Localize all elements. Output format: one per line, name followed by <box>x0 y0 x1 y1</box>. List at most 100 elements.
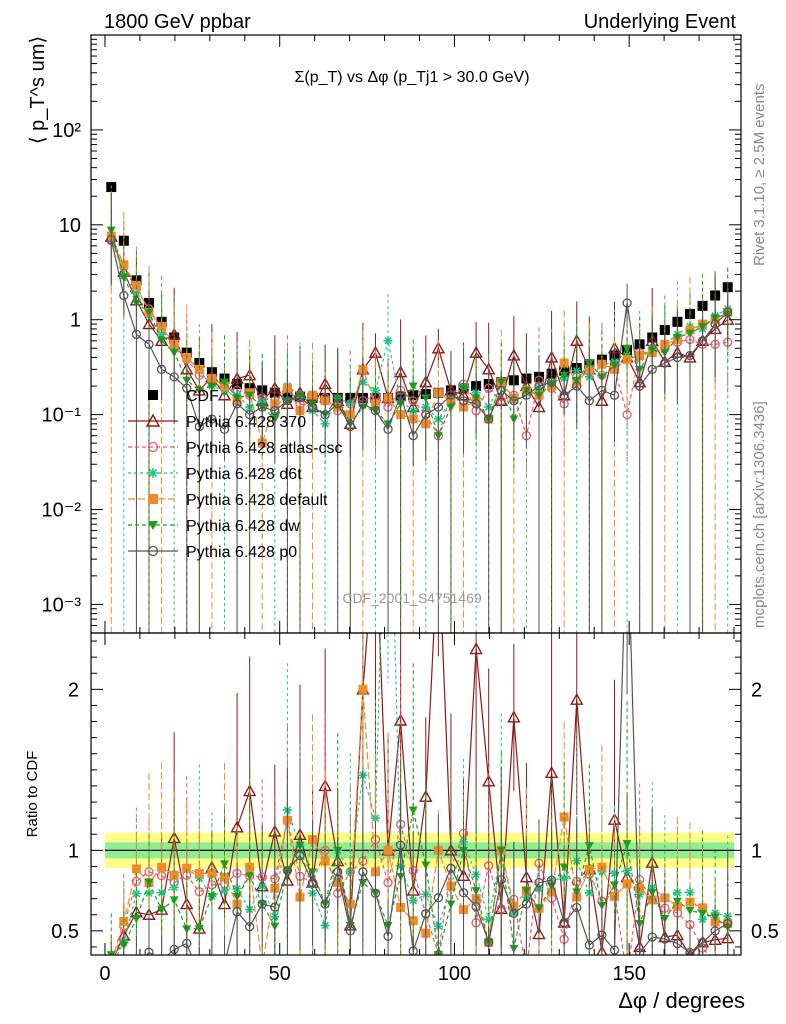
data-point <box>521 390 532 400</box>
ratio-point <box>195 973 203 981</box>
legend-item: Pythia 6.428 370 <box>128 413 306 431</box>
ratio-point <box>522 967 530 975</box>
data-point <box>660 358 670 368</box>
legend-label: Pythia 6.428 atlas-csc <box>186 440 343 457</box>
ratio-series-6 <box>123 633 733 981</box>
ratio-point <box>559 917 569 928</box>
y-tick-label: 1 <box>68 840 79 862</box>
data-point <box>219 378 229 387</box>
data-point <box>672 352 683 363</box>
legend-item: Pythia 6.428 p0 <box>128 544 297 561</box>
main-panel-series <box>104 182 735 633</box>
ratio-point <box>471 902 481 912</box>
ratio-point <box>169 944 179 955</box>
ratio-point <box>282 865 293 876</box>
x-tick-label: 100 <box>438 963 471 985</box>
ratio-point <box>169 896 179 905</box>
series-6 <box>106 192 733 633</box>
data-point <box>157 321 167 331</box>
data-point <box>507 348 521 361</box>
ratio-point <box>482 774 496 787</box>
data-point <box>320 409 330 420</box>
data-point <box>697 336 708 346</box>
series-line <box>110 239 729 438</box>
ratio-point <box>635 948 645 955</box>
ratio-point <box>433 893 444 903</box>
data-point <box>509 396 519 406</box>
ratio-point <box>597 930 607 940</box>
header-left: 1800 GeV ppbar <box>104 11 251 33</box>
data-point <box>307 402 318 412</box>
legend-label: Pythia 6.428 p0 <box>186 544 297 561</box>
ratio-point <box>710 926 720 936</box>
x-axis-label: Δφ / degrees <box>618 988 745 1013</box>
data-point <box>710 319 720 329</box>
ratio-point <box>559 863 569 872</box>
legend-label: Pythia 6.428 370 <box>186 414 306 431</box>
y-axis-label-main: ⟨ p_T^s um⟩ <box>27 36 49 144</box>
y-tick-label-right: 0.5 <box>751 921 779 943</box>
y-tick-label: 10² <box>52 120 81 142</box>
y-axis-label-ratio: Ratio to CDF <box>24 751 41 838</box>
ratio-panel-axes: 0.5 0.5 1 1 2 2 0 50 100 150 <box>51 632 779 985</box>
ratio-point <box>383 845 393 855</box>
ratio-point <box>458 888 469 898</box>
ratio-point <box>131 864 141 874</box>
ratio-point <box>723 918 733 929</box>
header-right: Underlying Event <box>584 11 737 33</box>
ratio-point <box>596 945 608 955</box>
legend-marker <box>148 390 158 400</box>
ratio-frame <box>90 632 742 956</box>
data-point <box>358 399 368 409</box>
ratio-point <box>572 902 582 913</box>
ratio-point <box>320 856 330 866</box>
ratio-point <box>131 914 141 923</box>
ratio-line <box>116 633 728 955</box>
ratio-point <box>157 906 167 915</box>
mcplots-label: mcplots.cern.ch [arXiv:1306.3436] <box>751 401 768 628</box>
ratio-line <box>110 809 729 955</box>
data-point <box>685 350 695 361</box>
ratio-point <box>370 888 381 898</box>
data-point <box>622 344 632 353</box>
ratio-point <box>660 934 670 944</box>
legend-marker <box>145 413 161 427</box>
data-point <box>723 307 733 317</box>
ratio-point <box>270 902 280 912</box>
ratio-point <box>219 886 229 896</box>
data-point <box>270 406 280 416</box>
ratio-line <box>146 633 729 955</box>
legend-label: Pythia 6.428 default <box>186 492 328 509</box>
ratio-point <box>711 958 719 966</box>
series-1 <box>104 190 735 633</box>
legend-item: Pythia 6.428 default <box>128 492 328 509</box>
data-point <box>546 377 557 387</box>
data-point <box>383 336 393 346</box>
legend-label: Pythia 6.428 dw <box>186 518 300 535</box>
y-tick-label: 10⁻² <box>42 500 82 522</box>
ratio-point <box>584 842 594 851</box>
y-tick-label: 10⁻¹ <box>42 405 82 427</box>
ratio-point <box>584 864 594 874</box>
y-tick-label: 10⁻³ <box>42 594 82 616</box>
ratio-point <box>507 710 521 723</box>
ratio-point <box>345 926 355 936</box>
data-point <box>534 381 544 391</box>
y-tick-label: 10 <box>59 215 81 237</box>
ratio-point <box>697 937 708 947</box>
legend-marker <box>148 494 158 504</box>
ratio-point <box>446 863 456 873</box>
ratio-point <box>207 868 217 878</box>
ratio-point <box>546 875 557 885</box>
ratio-line <box>114 820 710 955</box>
data-point <box>345 421 355 432</box>
ratio-point <box>395 840 406 850</box>
ratio-point <box>724 965 732 973</box>
ratio-point <box>245 872 255 881</box>
ratio-point <box>635 920 645 929</box>
ratio-point <box>496 874 506 885</box>
data-point <box>471 399 481 409</box>
ratio-point <box>194 925 204 934</box>
ratio-point <box>484 937 494 947</box>
